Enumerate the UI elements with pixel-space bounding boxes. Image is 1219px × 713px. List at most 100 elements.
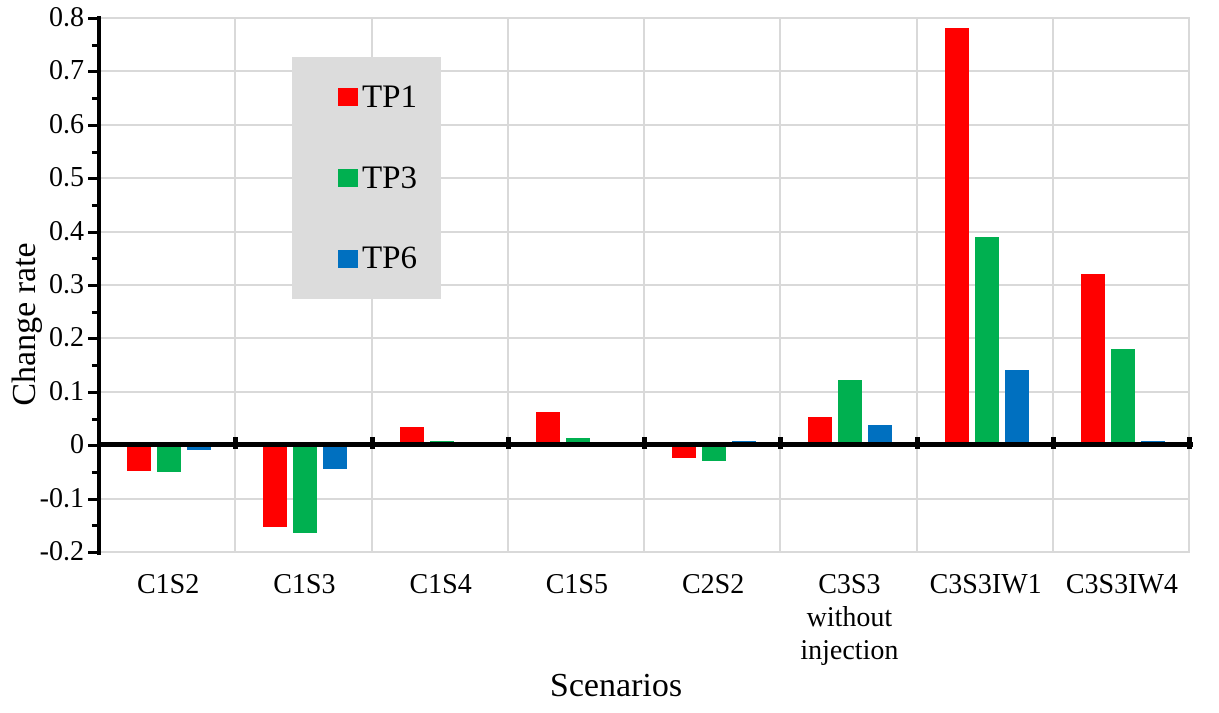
legend-item-tp6: TP6 bbox=[292, 218, 441, 299]
bar-tp3-c3s3iw1 bbox=[974, 237, 999, 445]
bar-tp1-c1s3 bbox=[263, 446, 288, 527]
bar-tp3-c3s3iw4 bbox=[1110, 349, 1135, 445]
bar-tp3-c3s3-without-injection bbox=[838, 380, 863, 445]
x-category-label-line: C1S5 bbox=[545, 569, 608, 600]
x-category-label-line: C1S2 bbox=[137, 569, 200, 600]
x-axis-tick bbox=[1050, 437, 1056, 449]
h-gridline bbox=[100, 337, 1190, 340]
bar-tp3-c1s2 bbox=[157, 446, 181, 472]
legend-swatch-icon bbox=[338, 169, 358, 187]
v-gridline bbox=[1188, 18, 1190, 552]
y-minor-tick bbox=[92, 43, 101, 47]
y-major-tick bbox=[88, 177, 101, 181]
x-category-label-line: C1S3 bbox=[273, 569, 336, 600]
x-category-label: C3S3IW1 bbox=[911, 568, 1061, 601]
x-category-label-line: C3S3 bbox=[818, 569, 881, 600]
x-axis-tick bbox=[233, 437, 239, 449]
y-minor-tick bbox=[92, 257, 101, 261]
x-category-label: C1S3 bbox=[229, 568, 379, 601]
y-major-tick bbox=[88, 551, 101, 554]
y-minor-tick bbox=[92, 97, 101, 101]
y-major-tick bbox=[88, 390, 101, 394]
bar-tp3-c2s2 bbox=[702, 446, 726, 461]
legend-item-tp1: TP1 bbox=[292, 57, 441, 138]
x-category-label-line: injection bbox=[800, 635, 899, 666]
y-tick-label: 0.1 bbox=[49, 375, 84, 407]
y-minor-tick bbox=[92, 364, 101, 368]
x-category-label: C2S2 bbox=[638, 568, 788, 601]
v-gridline bbox=[1051, 18, 1054, 552]
x-category-label: C1S2 bbox=[93, 568, 243, 601]
y-minor-tick bbox=[92, 150, 101, 154]
bar-tp3-c1s3 bbox=[293, 446, 318, 533]
v-gridline bbox=[506, 18, 509, 552]
h-gridline bbox=[100, 123, 1190, 126]
y-tick-label: 0.5 bbox=[49, 162, 84, 194]
x-category-label: C3S3IW4 bbox=[1047, 568, 1197, 601]
bar-tp1-c3s3iw1 bbox=[944, 28, 969, 445]
y-minor-tick bbox=[92, 524, 101, 528]
y-axis-spine bbox=[97, 16, 101, 555]
v-gridline bbox=[915, 18, 918, 552]
v-gridline bbox=[643, 18, 645, 552]
bar-tp1-c1s4 bbox=[399, 427, 424, 445]
y-minor-tick bbox=[92, 417, 101, 421]
h-gridline bbox=[100, 390, 1190, 393]
legend-label: TP3 bbox=[362, 159, 418, 196]
bar-tp1-c3s3iw4 bbox=[1080, 274, 1105, 445]
x-category-label: C1S4 bbox=[366, 568, 516, 601]
x-category-label-line: C3S3IW4 bbox=[1065, 569, 1178, 600]
x-category-label: C3S3 without injection bbox=[774, 568, 924, 667]
h-gridline bbox=[100, 230, 1190, 233]
x-category-label: C1S5 bbox=[502, 568, 652, 601]
y-tick-label: 0.4 bbox=[49, 215, 84, 247]
legend: TP1 TP3 TP6 bbox=[292, 57, 441, 299]
bar-tp1-c2s2 bbox=[672, 446, 696, 458]
x-category-label-line: C2S2 bbox=[682, 569, 745, 600]
x-axis-tick bbox=[778, 437, 784, 449]
h-gridline bbox=[100, 497, 1190, 500]
x-axis-tick bbox=[642, 437, 647, 449]
legend-item-tp3: TP3 bbox=[292, 138, 441, 219]
x-axis-tick bbox=[505, 437, 511, 449]
bar-tp6-c3s3-without-injection bbox=[868, 425, 893, 445]
x-axis-tick bbox=[1187, 437, 1192, 449]
bar-tp6-c3s3iw1 bbox=[1004, 370, 1029, 445]
h-gridline bbox=[100, 284, 1190, 286]
y-axis-title: Change rate bbox=[6, 242, 43, 406]
bar-tp6-c1s2 bbox=[187, 446, 211, 450]
y-tick-label: -0.1 bbox=[39, 482, 84, 514]
v-gridline bbox=[779, 18, 782, 552]
bar-tp1-c1s5 bbox=[535, 412, 560, 445]
x-category-label-line: without bbox=[806, 602, 893, 633]
x-category-label-line: C1S4 bbox=[409, 569, 472, 600]
y-tick-label: 0.3 bbox=[49, 269, 84, 300]
y-major-tick bbox=[88, 497, 101, 501]
x-axis-title: Scenarios bbox=[549, 667, 683, 704]
y-major-tick bbox=[88, 123, 101, 127]
y-major-tick bbox=[88, 337, 101, 341]
y-tick-label: 0.7 bbox=[49, 55, 84, 87]
y-tick-label: 0.8 bbox=[49, 2, 84, 33]
h-gridline bbox=[100, 70, 1190, 73]
y-minor-tick bbox=[92, 470, 101, 474]
h-gridline bbox=[100, 17, 1190, 19]
h-gridline bbox=[100, 551, 1190, 553]
x-category-label-line: C3S3IW1 bbox=[929, 569, 1042, 600]
bar-tp3-c1s5 bbox=[565, 438, 590, 445]
y-major-tick bbox=[88, 444, 101, 448]
y-major-tick bbox=[88, 70, 101, 74]
legend-swatch-icon bbox=[338, 249, 358, 268]
y-major-tick bbox=[88, 230, 101, 234]
y-minor-tick bbox=[92, 203, 101, 207]
x-axis-tick bbox=[369, 437, 375, 449]
h-gridline bbox=[100, 177, 1190, 180]
bar-tp6-c1s3 bbox=[323, 446, 348, 469]
legend-swatch-icon bbox=[338, 88, 358, 107]
y-major-tick bbox=[88, 17, 101, 20]
y-major-tick bbox=[88, 284, 101, 287]
y-tick-label: 0.6 bbox=[49, 108, 84, 140]
x-axis-tick bbox=[914, 437, 920, 449]
legend-label: TP1 bbox=[362, 78, 418, 115]
